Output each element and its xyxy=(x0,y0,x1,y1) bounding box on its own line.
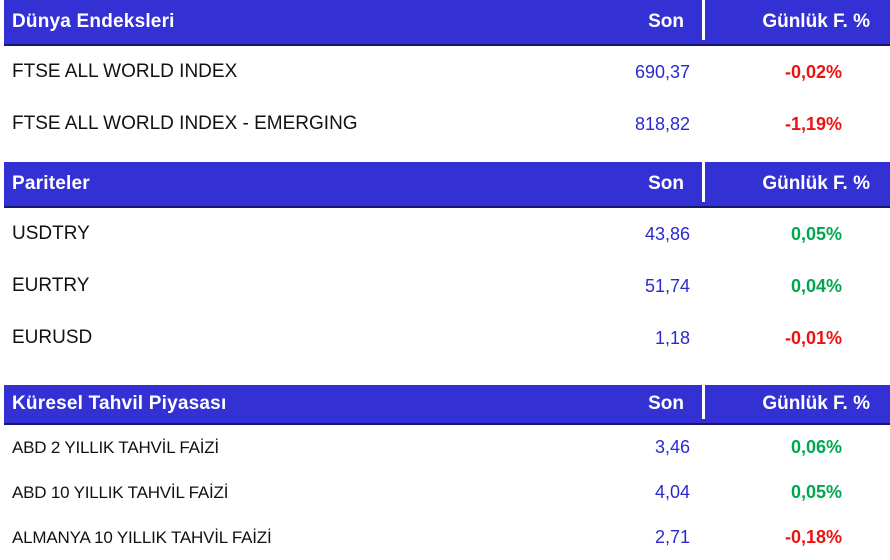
section-title: Pariteler xyxy=(12,173,90,194)
column-header-daily-change: Günlük F. % xyxy=(762,173,870,194)
table-row: FTSE ALL WORLD INDEX 690,37 -0,02% xyxy=(4,46,890,98)
section-header: Dünya Endeksleri Son Günlük F. % xyxy=(4,0,890,46)
column-header-daily-change: Günlük F. % xyxy=(762,393,870,414)
daily-change-value: 0,06% xyxy=(790,437,842,457)
header-column-divider xyxy=(702,385,705,419)
market-section: Pariteler Son Günlük F. % USDTRY 43,86 0,05% E… xyxy=(4,162,890,364)
daily-change-value: -1,19% xyxy=(784,113,842,134)
last-value: 818,82 xyxy=(634,113,690,134)
section-title: Küresel Tahvil Piyasası xyxy=(12,393,227,414)
market-section: Dünya Endeksleri Son Günlük F. % FTSE ALL W… xyxy=(4,0,890,150)
instrument-name: ABD 10 YILLIK TAHVİL FAİZİ xyxy=(12,482,229,502)
table-row: EURUSD 1,18 -0,01% xyxy=(4,312,890,364)
instrument-name: EURTRY xyxy=(12,275,90,296)
table-row: EURTRY 51,74 0,04% xyxy=(4,260,890,312)
header-column-divider xyxy=(702,0,705,40)
table-row: ABD 10 YILLIK TAHVİL FAİZİ 4,04 0,05% xyxy=(4,470,890,515)
column-header-last: Son xyxy=(648,11,684,32)
section-header: Küresel Tahvil Piyasası Son Günlük F. % xyxy=(4,385,890,425)
instrument-name: EURUSD xyxy=(12,327,93,348)
last-value: 2,71 xyxy=(654,527,690,547)
instrument-name: FTSE ALL WORLD INDEX xyxy=(12,61,238,82)
market-section: Küresel Tahvil Piyasası Son Günlük F. % ABD… xyxy=(4,385,890,560)
daily-change-value: 0,05% xyxy=(790,223,842,244)
last-value: 1,18 xyxy=(654,327,690,348)
table-row: USDTRY 43,86 0,05% xyxy=(4,208,890,260)
table-row: ALMANYA 10 YILLIK TAHVİL FAİZİ 2,71 -0,18% xyxy=(4,515,890,560)
last-value: 3,46 xyxy=(654,437,690,457)
column-header-daily-change: Günlük F. % xyxy=(762,11,870,32)
daily-change-value: -0,18% xyxy=(784,527,842,547)
last-value: 51,74 xyxy=(644,275,690,296)
last-value: 43,86 xyxy=(644,223,690,244)
table-row: ABD 2 YILLIK TAHVİL FAİZİ 3,46 0,06% xyxy=(4,425,890,470)
header-column-divider xyxy=(702,162,705,202)
instrument-name: USDTRY xyxy=(12,223,90,244)
last-value: 4,04 xyxy=(654,482,690,502)
section-header: Pariteler Son Günlük F. % xyxy=(4,162,890,208)
instrument-name: ABD 2 YILLIK TAHVİL FAİZİ xyxy=(12,437,219,457)
daily-change-value: -0,01% xyxy=(784,327,842,348)
daily-change-value: 0,05% xyxy=(790,482,842,502)
column-header-last: Son xyxy=(648,173,684,194)
daily-change-value: 0,04% xyxy=(790,275,842,296)
last-value: 690,37 xyxy=(634,61,690,82)
section-title: Dünya Endeksleri xyxy=(12,11,175,32)
market-tables: Dünya Endeksleri Son Günlük F. % FTSE ALL W… xyxy=(4,0,890,560)
daily-change-value: -0,02% xyxy=(784,61,842,82)
instrument-name: ALMANYA 10 YILLIK TAHVİL FAİZİ xyxy=(12,527,272,547)
instrument-name: FTSE ALL WORLD INDEX - EMERGING xyxy=(12,113,358,134)
column-header-last: Son xyxy=(648,393,684,414)
table-row: FTSE ALL WORLD INDEX - EMERGING 818,82 -1,… xyxy=(4,98,890,150)
